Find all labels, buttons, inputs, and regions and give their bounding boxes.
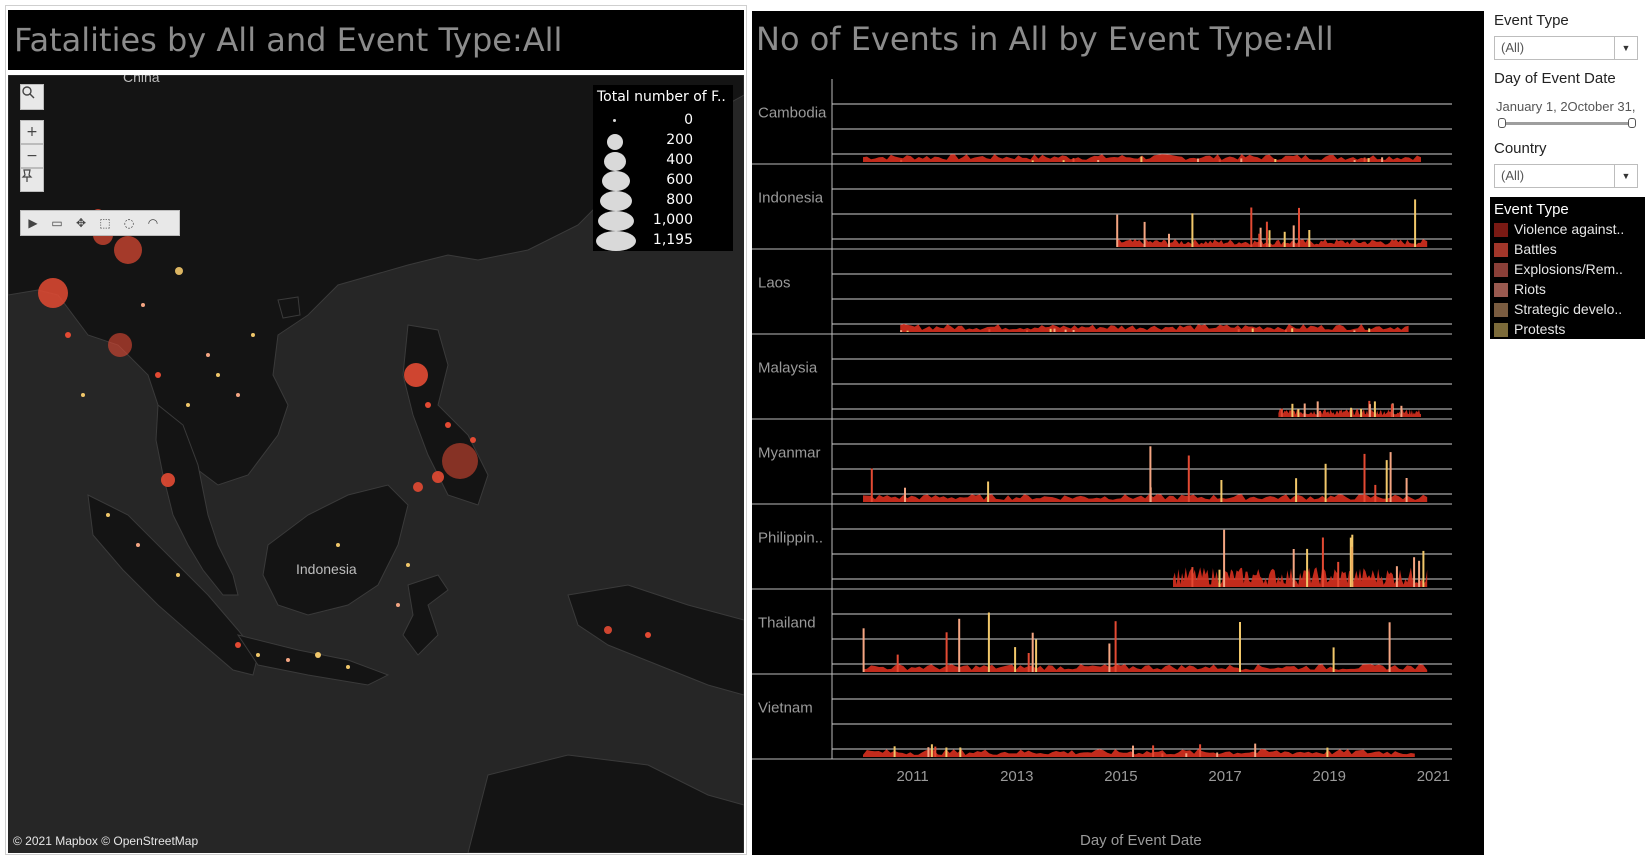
row-label: Thailand — [758, 615, 816, 632]
filter-sidebar: Event Type (All) ▼ Day of Event Date Jan… — [1490, 0, 1645, 860]
series-area-malaysia — [1278, 409, 1421, 417]
series-area-philippin — [1173, 567, 1428, 587]
slider-start-handle[interactable] — [1498, 118, 1506, 128]
zoom-area-icon[interactable]: ▭ — [51, 216, 63, 230]
map-canvas[interactable] — [8, 75, 744, 853]
series-area-indonesia — [1117, 239, 1428, 247]
slider-end-handle[interactable] — [1628, 118, 1636, 128]
date-range-text: January 1, 2October 31, — [1496, 99, 1636, 114]
event-type-legend-item[interactable]: Explosions/Rem.. — [1494, 261, 1644, 279]
legend-swatch — [1494, 223, 1508, 237]
legend-label: Battles — [1514, 241, 1557, 257]
chevron-down-icon[interactable]: ▼ — [1614, 37, 1637, 59]
map-credit: © 2021 Mapbox © OpenStreetMap — [13, 834, 199, 848]
legend-item: 1,000 — [593, 211, 733, 231]
legend-label: Strategic develo.. — [1514, 301, 1623, 317]
event-type-dropdown[interactable]: (All) ▼ — [1494, 36, 1638, 60]
event-type-legend-item[interactable]: Protests — [1494, 321, 1644, 339]
row-label: Philippin.. — [758, 530, 823, 547]
pin-map-button[interactable] — [20, 168, 44, 192]
map-title: Fatalities by All and Event Type:All — [8, 10, 744, 70]
x-tick-label: 2017 — [1208, 768, 1241, 785]
map-panel: Fatalities by All and Event Type:All — [5, 5, 747, 855]
map-search-button[interactable] — [20, 84, 44, 110]
legend-swatch — [1494, 283, 1508, 297]
events-chart[interactable]: Cambodia Indonesia Laos Malaysia Myanmar Phil… — [752, 67, 1484, 867]
legend-title: Total number of F.. — [597, 89, 726, 105]
event-type-legend-item[interactable]: Violence against.. — [1494, 221, 1644, 239]
x-tick-label: 2011 — [896, 768, 928, 785]
legend-item: 0 — [593, 111, 733, 131]
event-type-legend-item[interactable]: Strategic develo.. — [1494, 301, 1644, 319]
legend-label: Protests — [1514, 321, 1566, 337]
pin-icon — [21, 169, 33, 182]
row-label: Myanmar — [758, 445, 821, 462]
legend-item: 800 — [593, 191, 733, 211]
legend-swatch — [1494, 263, 1508, 277]
rect-select-icon[interactable]: ⬚ — [99, 216, 111, 230]
chevron-down-icon[interactable]: ▼ — [1614, 165, 1637, 187]
radial-select-icon[interactable]: ◌ — [123, 216, 135, 230]
events-chart-panel: No of Events in All by Event Type:All Ca… — [752, 11, 1484, 855]
date-range-slider[interactable] — [1498, 118, 1636, 128]
row-label: Indonesia — [758, 190, 824, 207]
pan-icon[interactable]: ✥ — [75, 216, 87, 230]
legend-item: 600 — [593, 171, 733, 191]
event-type-color-legend: Event Type Violence against.. Battles Expl… — [1490, 197, 1645, 339]
map-label-indonesia: Indonesia — [296, 561, 357, 577]
event-type-legend-item[interactable]: Riots — [1494, 281, 1644, 299]
toolbar-play-icon[interactable]: ▶ — [28, 216, 38, 230]
legend-item: 400 — [593, 151, 733, 171]
row-label: Malaysia — [758, 360, 818, 377]
chart-title: No of Events in All by Event Type:All — [756, 20, 1334, 58]
date-filter-label: Day of Event Date — [1494, 70, 1616, 87]
legend-item: 200 — [593, 131, 733, 151]
country-dropdown[interactable]: (All) ▼ — [1494, 164, 1638, 188]
legend-swatch — [1494, 303, 1508, 317]
fatalities-size-legend: Total number of F.. 0 200 400 600 800 — [593, 85, 733, 251]
legend-swatch — [1494, 323, 1508, 337]
x-tick-label: 2021 — [1417, 768, 1450, 785]
x-axis-title: Day of Event Date — [1080, 832, 1202, 849]
country-filter-label: Country — [1494, 140, 1547, 157]
event-type-filter-label: Event Type — [1494, 12, 1569, 29]
map-label-china: China — [123, 75, 160, 85]
legend-label: Riots — [1514, 281, 1546, 297]
lasso-select-icon[interactable]: ◠ — [147, 216, 159, 230]
x-tick-label: 2013 — [1000, 768, 1033, 785]
event-type-legend-title: Event Type — [1494, 201, 1569, 218]
legend-label: Violence against.. — [1514, 221, 1625, 237]
series-area-myanmar — [863, 494, 1428, 502]
legend-swatch — [1494, 243, 1508, 257]
row-label: Vietnam — [758, 700, 813, 717]
zoom-in-button[interactable]: + — [20, 120, 44, 144]
map-view[interactable]: China Indonesia + − ▶ ▭ ✥ ⬚ ◌ ◠ Total nu… — [8, 75, 744, 853]
series-area-vietnam — [863, 749, 1415, 757]
event-type-legend-item[interactable]: Battles — [1494, 241, 1644, 259]
legend-item: 1,195 — [593, 231, 733, 251]
legend-label: Explosions/Rem.. — [1514, 261, 1623, 277]
zoom-out-button[interactable]: − — [20, 144, 44, 168]
row-label: Laos — [758, 275, 791, 292]
x-tick-label: 2019 — [1313, 768, 1346, 785]
map-selection-toolbar: ▶ ▭ ✥ ⬚ ◌ ◠ — [20, 210, 180, 236]
x-tick-label: 2015 — [1104, 768, 1137, 785]
search-icon — [22, 86, 35, 99]
series-area-laos — [900, 324, 1409, 332]
row-label: Cambodia — [758, 105, 827, 122]
series-area-thailand — [863, 664, 1428, 672]
